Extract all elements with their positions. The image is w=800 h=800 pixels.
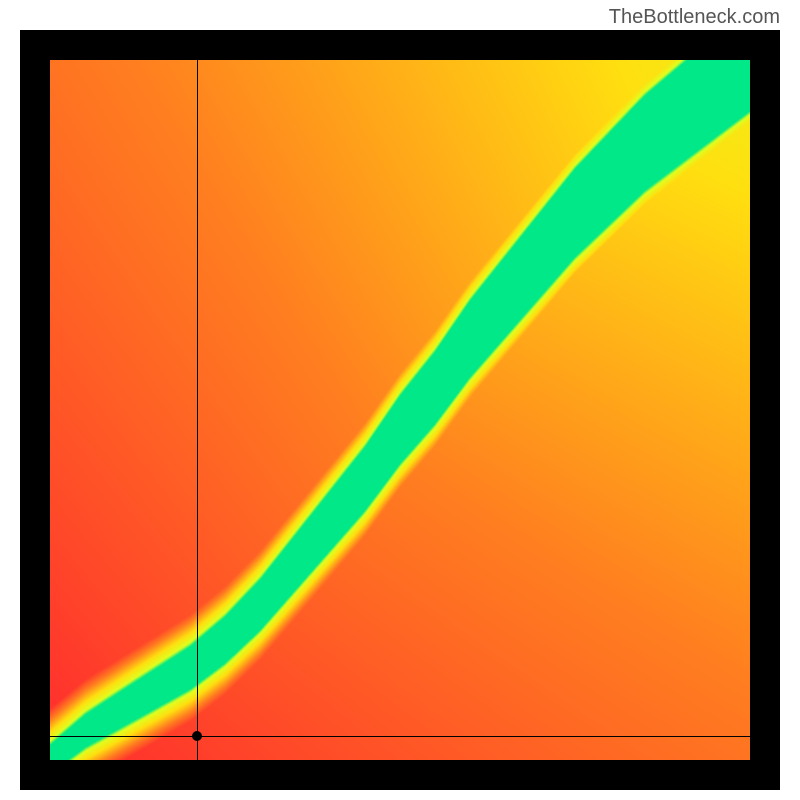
marker-dot	[192, 731, 202, 741]
chart-plot-area	[50, 60, 750, 760]
crosshair-horizontal	[50, 736, 750, 737]
crosshair-vertical	[197, 60, 198, 760]
attribution-text: TheBottleneck.com	[609, 6, 780, 29]
chart-frame	[20, 30, 780, 790]
heatmap-canvas	[50, 60, 750, 760]
